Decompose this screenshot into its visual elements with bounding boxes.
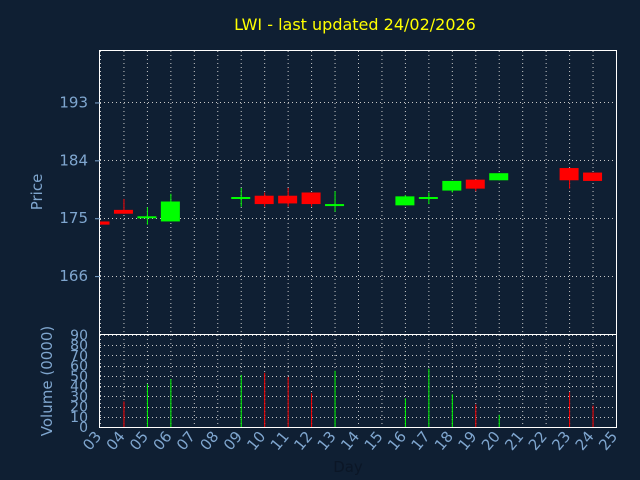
x-tick-label: 04 xyxy=(103,428,129,454)
candle-body xyxy=(113,209,133,214)
volume-tick-label: 0 xyxy=(79,420,88,436)
volume-grid xyxy=(100,335,617,428)
x-tick-label: 13 xyxy=(314,428,340,454)
x-tick-label: 15 xyxy=(361,428,387,454)
x-tick-label: 06 xyxy=(150,428,176,454)
volume-tick-label: 10 xyxy=(70,410,88,426)
volume-tick-label: 50 xyxy=(70,369,88,385)
candle-body xyxy=(278,195,298,204)
x-axis-label: Day xyxy=(333,458,363,476)
volume-axis-label: Volume (0000) xyxy=(38,326,56,436)
volume-tick-label: 30 xyxy=(70,389,88,405)
x-tick-label: 09 xyxy=(220,428,246,454)
candle-body xyxy=(465,179,485,189)
x-ticks: 0304050607080910111213141516171819202122… xyxy=(79,428,621,454)
candle-body xyxy=(418,197,438,200)
volume-tick-label: 80 xyxy=(70,338,88,354)
candle-body xyxy=(301,192,321,205)
candle-body xyxy=(137,216,157,219)
candle-body xyxy=(254,195,274,205)
volume-panel-frame xyxy=(99,334,617,428)
x-tick-label: 07 xyxy=(173,428,199,454)
x-tick-label: 05 xyxy=(126,428,152,454)
price-tick-label: 184 xyxy=(59,151,88,169)
x-tick-label: 08 xyxy=(196,428,222,454)
candle-body xyxy=(489,173,509,181)
x-tick-label: 20 xyxy=(478,428,504,454)
candle-body xyxy=(559,168,579,181)
volume-tick-label: 90 xyxy=(70,328,88,344)
price-grid xyxy=(100,51,617,334)
price-tick-label: 166 xyxy=(59,267,88,285)
x-tick-label: 22 xyxy=(525,428,551,454)
x-tick-label: 11 xyxy=(267,428,293,454)
x-tick-label: 12 xyxy=(290,428,316,454)
candle-body xyxy=(395,196,415,206)
volume-panel xyxy=(123,368,594,427)
x-tick-label: 16 xyxy=(384,428,410,454)
x-tick-label: 14 xyxy=(337,428,363,454)
price-panel xyxy=(100,168,603,225)
x-tick-label: 19 xyxy=(454,428,480,454)
candle-body xyxy=(583,172,603,181)
price-y-ticks: 166 175 184 193 xyxy=(59,93,100,285)
x-tick-label: 18 xyxy=(431,428,457,454)
candle-body xyxy=(100,221,110,225)
candle-body xyxy=(231,197,251,200)
x-tick-label: 17 xyxy=(408,428,434,454)
x-tick-label: 23 xyxy=(548,428,574,454)
candle-body xyxy=(325,204,345,207)
volume-tick-label: 20 xyxy=(70,400,88,416)
x-tick-label: 24 xyxy=(572,428,598,454)
x-tick-label: 10 xyxy=(243,428,269,454)
volume-tick-label: 70 xyxy=(70,348,88,364)
chart-title: LWI - last updated 24/02/2026 xyxy=(234,15,476,34)
volume-tick-label: 40 xyxy=(70,379,88,395)
x-tick-label: 21 xyxy=(501,428,527,454)
volume-tick-label: 60 xyxy=(70,359,88,375)
price-axis-label: Price xyxy=(28,174,46,211)
candle-body xyxy=(442,180,462,191)
candle-body xyxy=(160,201,180,222)
price-tick-label: 175 xyxy=(59,209,88,227)
x-tick-label: 25 xyxy=(595,428,621,454)
price-tick-label: 193 xyxy=(59,93,88,111)
